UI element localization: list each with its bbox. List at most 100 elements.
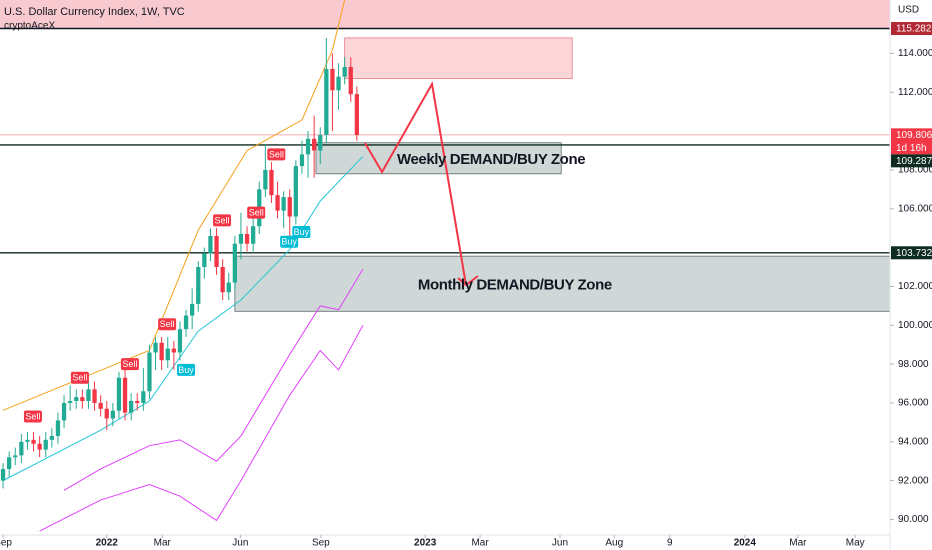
price-label-bg [891, 128, 932, 155]
signal-badge [247, 206, 266, 219]
price-label-bg [891, 22, 932, 36]
candle-body [275, 195, 280, 211]
axes: 90.000 92.000 94.000 96.000 98.000 100.000 102… [0, 22, 932, 549]
x-tick-label: Sep [312, 538, 330, 549]
x-tick-label: Mar [471, 538, 489, 549]
candle-body [330, 68, 335, 91]
candle-body [92, 389, 97, 403]
candle-body [220, 267, 225, 293]
signal-badge [213, 214, 232, 227]
candle-body [312, 138, 317, 151]
candle-body [244, 234, 250, 244]
signal-label: Sell [269, 149, 284, 159]
signal-label: Sell [72, 373, 87, 383]
price-label-bg [891, 246, 932, 260]
candle-body [122, 377, 128, 413]
candle-body [141, 391, 146, 403]
candle-body [190, 303, 195, 316]
annotation-layer: Weekly DEMAND/BUY Zone Monthly DEMAND/BUY… [23, 81, 612, 423]
candle-body [348, 66, 353, 95]
candle-body [129, 401, 134, 413]
price-label: 109.806 [896, 130, 932, 141]
candle-body [0, 468, 6, 481]
y-tick-label: 114.000 [898, 48, 932, 59]
candle-body [153, 342, 158, 353]
candle-body [147, 352, 152, 392]
candle-body [13, 455, 18, 458]
x-tick-label: 2024 [734, 538, 757, 549]
candle-body [251, 226, 256, 244]
candle-body [263, 169, 268, 190]
arrow-head [457, 275, 479, 287]
price-label: 109.287 [896, 156, 932, 167]
candle-body [116, 377, 122, 411]
candle-body [226, 282, 231, 293]
candle-body [177, 329, 183, 353]
candle-body [61, 402, 67, 421]
candle-body [293, 166, 298, 217]
x-tick-label: Jun [232, 538, 248, 549]
indicator-line [39, 325, 364, 532]
zone [315, 142, 562, 175]
x-tick-label: 2022 [96, 538, 119, 549]
signal-label: Sell [160, 319, 175, 329]
indicator-line [63, 268, 364, 491]
candle-body [49, 435, 54, 440]
candle-body [159, 342, 164, 361]
projection-arrow [364, 81, 467, 286]
candle-body [110, 410, 115, 419]
y-tick-label: 96.000 [898, 398, 929, 409]
candle-body [171, 348, 176, 353]
signal-label: Sell [122, 359, 137, 369]
signal-label: Sell [25, 411, 40, 421]
signal-label: Buy [294, 227, 310, 237]
candle-body [183, 315, 189, 330]
signal-badge [280, 235, 299, 248]
candle-body [135, 401, 140, 403]
currency-label: USD [898, 5, 919, 16]
candle-body [305, 138, 311, 155]
candle-body [86, 389, 91, 402]
candle-body [208, 235, 213, 254]
signal-label: Buy [178, 365, 194, 375]
candle-body [287, 197, 292, 217]
candle-body [214, 235, 219, 268]
candle-body [55, 420, 61, 436]
candle-body [98, 402, 103, 409]
x-tick-label: Mar [154, 538, 172, 549]
x-tick-label: Aug [605, 538, 623, 549]
candle-body [269, 169, 274, 196]
signal-badge [120, 358, 139, 371]
candle-body [318, 134, 323, 151]
zone [344, 37, 573, 80]
candle-body [354, 94, 359, 135]
countdown-label: 1d 16h [896, 143, 927, 154]
signal-badge [158, 318, 177, 331]
x-tick-label: Sep [0, 538, 12, 549]
candle-body [165, 348, 170, 361]
candle-body [37, 443, 42, 450]
candle-body [19, 441, 24, 456]
y-tick-label: 102.000 [898, 281, 932, 292]
signal-label: Buy [281, 237, 297, 247]
x-tick-label: 2023 [414, 538, 437, 549]
signal-label: Sell [215, 215, 230, 225]
y-tick-label: 100.000 [898, 320, 932, 331]
y-tick-label: 90.000 [898, 514, 929, 525]
signal-badge [70, 371, 89, 384]
candle-body [31, 439, 36, 444]
y-tick-label: 112.000 [898, 87, 932, 98]
candle-body [299, 154, 305, 167]
zone-label: Monthly DEMAND/BUY Zone [418, 277, 612, 294]
price-label-bg [891, 154, 932, 168]
candle-body [104, 408, 109, 419]
signal-badge [23, 410, 42, 423]
candle-body [324, 68, 329, 135]
candle-body [281, 197, 286, 211]
indicator-line [2, 0, 346, 411]
x-tick-label: Mar [789, 538, 807, 549]
candle-body [336, 76, 341, 91]
signal-label: Sell [249, 208, 264, 218]
indicator-line [2, 155, 364, 482]
